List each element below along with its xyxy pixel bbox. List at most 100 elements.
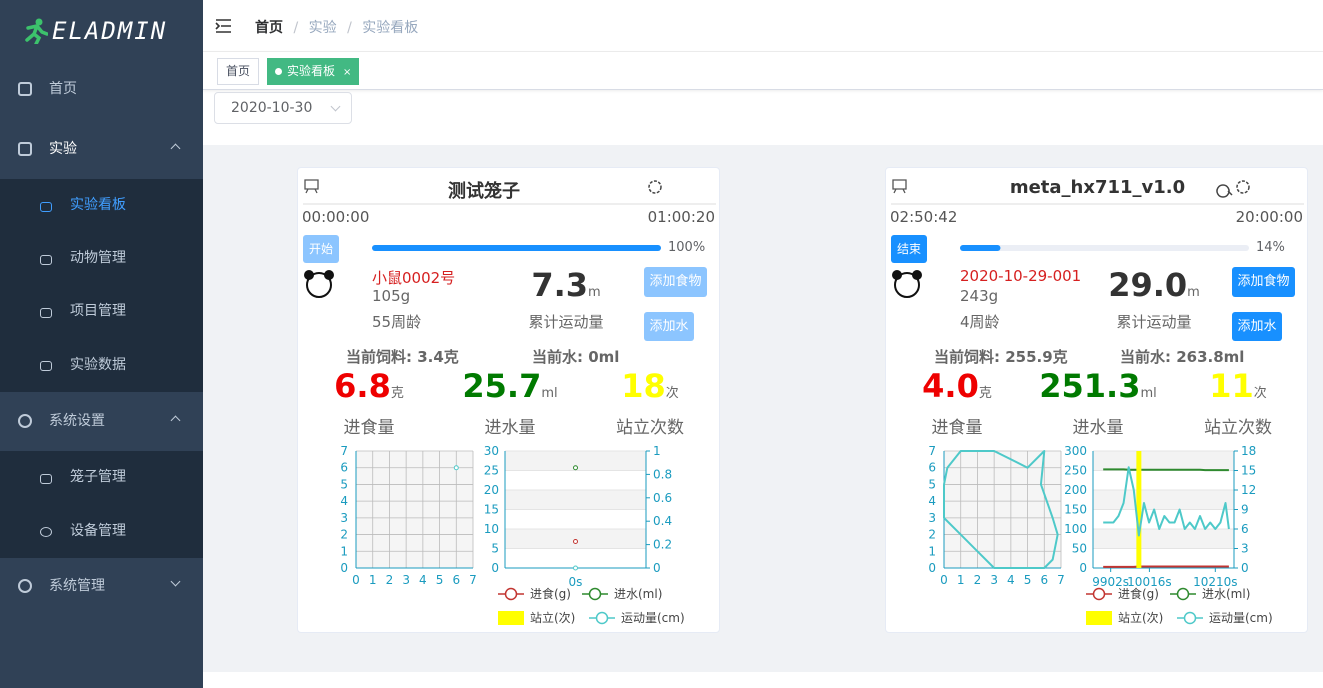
- timer-button[interactable]: 结束: [891, 235, 927, 263]
- y-tick-label: 4: [340, 494, 348, 508]
- x-tick-label: 4: [1007, 573, 1015, 587]
- stat: 11次: [1163, 367, 1313, 405]
- trajectory-point: [453, 465, 459, 471]
- date-value: 2020-10-30: [231, 100, 313, 116]
- y-tick-label: 20: [484, 483, 499, 497]
- stat-value: 25.7: [462, 367, 542, 405]
- progress-bar: [372, 245, 661, 251]
- y2-tick-label: 15: [1241, 464, 1256, 478]
- distance: 29.0m: [1094, 266, 1214, 304]
- date-select[interactable]: 2020-10-30: [214, 92, 352, 124]
- legend-label: 进食(g): [530, 586, 571, 601]
- y-tick-label: 4: [928, 494, 936, 508]
- y2-tick-label: 0.6: [653, 491, 672, 505]
- legend-label: 进水(ml): [614, 587, 662, 601]
- sidebar: ELADMIN 首页 实验 实验看板 动物管理 项目管理 实验数据 系统设置 笼…: [0, 0, 203, 688]
- y-tick-label: 5: [928, 477, 936, 491]
- y-tick-label: 7: [340, 444, 348, 458]
- avatar: [306, 272, 332, 298]
- end-time: 20:00:00: [1235, 208, 1303, 226]
- stat-value: 251.3: [1039, 367, 1141, 405]
- breadcrumb-item[interactable]: 首页: [255, 20, 283, 36]
- hamburger[interactable]: [215, 18, 233, 34]
- breadcrumb-item[interactable]: 实验: [308, 20, 337, 36]
- stat-unit: ml: [1140, 386, 1157, 401]
- x-tick-label: 5: [1024, 573, 1032, 587]
- progress-label: 100%: [668, 240, 706, 255]
- stat: 25.7ml: [435, 367, 585, 405]
- y-tick-label: 200: [1064, 483, 1087, 497]
- animal-name: 小鼠0002号: [372, 269, 456, 287]
- tag-active[interactable]: 实验看板 ×: [267, 58, 360, 85]
- stat-unit: 次: [665, 386, 679, 401]
- x-tick-label: 0: [352, 573, 360, 587]
- stat-unit: 克: [978, 386, 992, 401]
- x-tick-label: 0: [940, 573, 948, 587]
- menu-label: 系统设置: [49, 413, 105, 429]
- point: [573, 465, 578, 471]
- distance-value: 29.0: [1108, 266, 1188, 304]
- stat-label: 进食量: [931, 418, 983, 438]
- submenu-item[interactable]: 项目管理: [0, 285, 203, 338]
- x-tick-label: 6: [452, 573, 460, 587]
- legend-marker: [595, 611, 609, 625]
- point: [573, 538, 578, 544]
- x-tick-label: 3: [990, 573, 998, 587]
- animal-weight: 243g: [960, 287, 999, 305]
- y-tick-label: 3: [928, 511, 936, 525]
- add-food-button[interactable]: 添加食物: [644, 267, 707, 297]
- avatar-ear: [324, 270, 334, 280]
- add-food-button[interactable]: 添加食物: [1232, 267, 1295, 297]
- stat: 6.8克: [294, 367, 444, 405]
- timer-button[interactable]: 开始: [303, 235, 339, 263]
- legend-swatch: [1086, 611, 1112, 625]
- tags-bar: [203, 52, 1323, 90]
- y2-tick-label: 0.2: [653, 538, 672, 552]
- menu-item[interactable]: 首页: [0, 61, 203, 117]
- distance: 7.3m: [506, 266, 626, 304]
- search-icon: [1216, 184, 1233, 198]
- add-water-button[interactable]: 添加水: [1232, 312, 1282, 341]
- submenu-item[interactable]: 设备管理: [0, 504, 203, 558]
- x-tick-label: 10210s: [1193, 575, 1237, 589]
- y2-tick-label: 12: [1241, 483, 1256, 497]
- plot-bg: [356, 451, 473, 568]
- y-tick-label: 25: [484, 464, 499, 478]
- distance-unit: m: [588, 285, 601, 300]
- y2-tick-label: 18: [1241, 444, 1256, 458]
- submenu-item[interactable]: 笼子管理: [0, 451, 203, 504]
- y-tick-label: 30: [484, 444, 499, 458]
- menu-label: 系统管理: [49, 578, 105, 594]
- add-water-button[interactable]: 添加水: [644, 312, 694, 341]
- avatar: [894, 272, 920, 298]
- stat-label: 进食量: [343, 418, 395, 438]
- progress-label: 14%: [1256, 240, 1285, 255]
- legend-swatch: [498, 611, 524, 625]
- y2-tick-label: 0.8: [653, 467, 672, 481]
- tag[interactable]: 首页: [217, 58, 260, 85]
- y-tick-label: 3: [340, 511, 348, 525]
- menu-label: 设备管理: [70, 523, 126, 539]
- submenu-item[interactable]: 实验看板: [0, 179, 203, 232]
- x-tick-label: 0s: [569, 575, 583, 589]
- menu-item[interactable]: 系统管理: [0, 558, 203, 614]
- bar: [1136, 451, 1142, 568]
- legend-label: 运动量(cm): [621, 611, 685, 625]
- legend-marker: [1092, 587, 1106, 601]
- menu-item[interactable]: 系统设置: [0, 393, 203, 449]
- submenu-item[interactable]: 实验数据: [0, 338, 203, 392]
- animal-name: 2020-10-29-001: [960, 267, 1082, 285]
- menu-item[interactable]: 实验: [0, 121, 203, 177]
- menu-label: 动物管理: [70, 250, 126, 266]
- legend-marker: [1176, 587, 1190, 601]
- avatar-ear: [892, 270, 902, 280]
- cage-card: 0 1 2 3 4 5 6 7 0 1 2 3 4 5 6 7 9902s 10016s 10210s 0 50 100 1…: [885, 167, 1308, 633]
- legend-label: 站立(次): [530, 610, 575, 625]
- distance-label: 累计运动量: [1116, 313, 1192, 331]
- legend-marker: [588, 587, 602, 601]
- stat-unit: 次: [1253, 386, 1267, 401]
- stat-unit: 克: [390, 386, 404, 401]
- submenu-item[interactable]: 动物管理: [0, 232, 203, 285]
- board-icon: [304, 179, 319, 194]
- x-tick-label: 1: [957, 573, 965, 587]
